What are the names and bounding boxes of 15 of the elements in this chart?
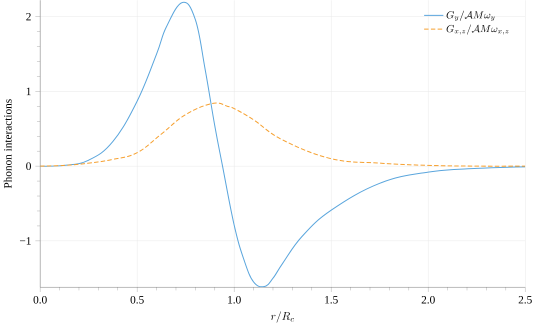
legend-label: $G_{x,z}/\mathcal{A}M\omega_{x,z}$ — [446, 24, 509, 34]
x-tick-label: 0.5 — [130, 296, 144, 304]
line-series — [40, 102, 526, 167]
x-tick-label: 2.5 — [518, 296, 532, 304]
x-axis-title: $r/R_c$ — [270, 311, 294, 322]
y-tick-label: 2 — [26, 12, 31, 20]
y-axis-title: Phonon interactions — [4, 99, 12, 188]
y-tick-label: 1 — [26, 88, 31, 95]
y-tick-label: 0 — [26, 162, 31, 170]
x-tick-label: 1.0 — [228, 296, 241, 304]
legend-label: $G_y/\mathcal{A}M\omega_y$ — [446, 10, 495, 21]
x-tick-label: 0.0 — [34, 296, 47, 304]
x-tick-label: 1.5 — [325, 296, 338, 304]
y-tick-label: −1 — [20, 236, 31, 244]
x-tick-label: 2.0 — [422, 296, 435, 304]
